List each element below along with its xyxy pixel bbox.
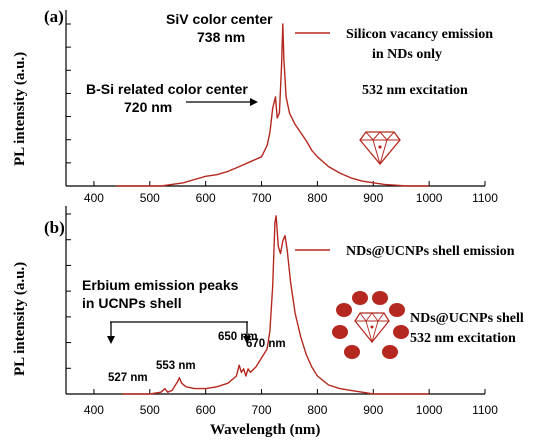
panel-b-y-ticks — [66, 213, 71, 369]
panel-a-label: (a) — [44, 7, 64, 26]
x-tick-label: 900 — [363, 191, 383, 205]
panel-b-series-line — [121, 215, 430, 395]
x-tick-label: 900 — [363, 403, 383, 417]
panel-b-y-axis-label: PL intensity (a.u.) — [12, 262, 28, 376]
panel-b-legend-line1: NDs@UCNPs shell emission — [346, 244, 515, 259]
diamond-icon — [359, 131, 401, 166]
x-tick-label: 500 — [140, 403, 160, 417]
panel-b-note-line1: NDs@UCNPs shell — [410, 311, 524, 326]
annotation-siv-line2: 738 nm — [197, 29, 245, 45]
annotation-bsi-arrow — [186, 98, 258, 106]
panel-a-x-tick-labels: 400 500 600 700 800 900 1000 1100 — [84, 191, 498, 205]
x-tick-label: 700 — [252, 403, 272, 417]
panel-b-plot: 400 500 600 700 800 900 1000 1100 — [65, 206, 498, 417]
x-tick-label: 1100 — [472, 403, 498, 417]
peak-label-553: 553 nm — [156, 360, 196, 372]
annotation-siv-line1: SiV color center — [166, 11, 273, 27]
x-tick-label: 500 — [140, 191, 160, 205]
annotation-bsi-line2: 720 nm — [124, 99, 172, 115]
x-tick-label: 1000 — [416, 403, 443, 417]
nd-ucnp-shell-icon — [332, 291, 409, 359]
x-tick-label: 800 — [307, 403, 327, 417]
panel-b-label: (b) — [44, 218, 65, 237]
x-tick-label: 1000 — [416, 191, 443, 205]
panel-b-x-tick-labels: 400 500 600 700 800 900 1000 1100 — [84, 403, 498, 417]
panel-a-legend-line2: in NDs only — [372, 47, 442, 62]
panel-a-excitation-note: 532 nm excitation — [362, 83, 468, 98]
peak-label-527: 527 nm — [108, 372, 148, 384]
x-tick-label: 800 — [307, 191, 327, 205]
panel-a-x-ticks — [93, 181, 486, 186]
x-tick-label: 400 — [84, 191, 104, 205]
panel-b-legend: NDs@UCNPs shell emission — [295, 244, 515, 259]
panel-a-y-axis-label: PL intensity (a.u.) — [12, 52, 28, 166]
panel-a-y-ticks — [66, 23, 71, 164]
panel-a: (a) 400 500 600 700 800 900 1000 1100 PL intens… — [12, 7, 498, 205]
bracket-label-line2: in UCNPs shell — [82, 295, 182, 311]
erbium-range-bracket — [107, 321, 251, 344]
panel-a-plot: 400 500 600 700 800 900 1000 1100 — [65, 10, 498, 205]
panel-b: (b) 400 500 600 700 800 900 1000 1100 PL intens… — [12, 206, 524, 438]
panel-a-series-line — [116, 23, 430, 187]
bracket-label-line1: Erbium emission peaks — [82, 277, 239, 293]
x-tick-label: 600 — [196, 403, 216, 417]
peak-label-670: 670 nm — [246, 338, 286, 350]
panel-b-x-ticks — [93, 389, 486, 394]
x-tick-label: 600 — [196, 191, 216, 205]
panel-b-note-line2: 532 nm excitation — [410, 331, 516, 346]
panel-b-x-axis-label: Wavelength (nm) — [210, 422, 320, 438]
x-tick-label: 400 — [84, 403, 104, 417]
panel-a-legend: Silicon vacancy emission in NDs only — [295, 27, 493, 62]
annotation-bsi-line1: B-Si related color center — [86, 81, 248, 97]
x-tick-label: 1100 — [472, 191, 498, 205]
peak-label-650: 650 nm — [218, 331, 258, 343]
x-tick-label: 700 — [252, 191, 272, 205]
panel-a-legend-line1: Silicon vacancy emission — [346, 27, 493, 42]
